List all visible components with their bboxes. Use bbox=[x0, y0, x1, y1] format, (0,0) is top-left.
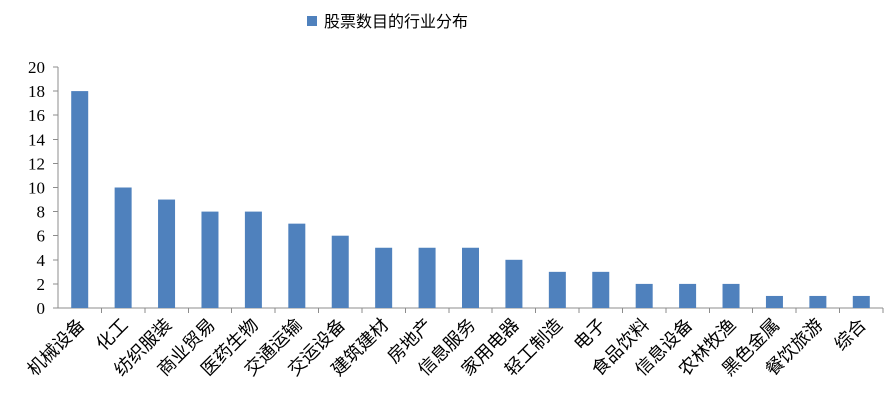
bar bbox=[288, 223, 306, 308]
bar bbox=[505, 259, 523, 308]
y-tick-label: 20 bbox=[28, 58, 45, 77]
bar bbox=[71, 91, 89, 308]
y-axis: 0 2 4 6 8 10 12 14 16 18 20 bbox=[28, 58, 59, 318]
bar bbox=[679, 283, 697, 308]
y-tick-label: 0 bbox=[37, 299, 46, 318]
bar bbox=[201, 211, 219, 308]
bars-layer bbox=[71, 91, 870, 308]
x-tick-label: 综合 bbox=[831, 315, 871, 355]
y-tick-label: 6 bbox=[37, 227, 46, 246]
bar bbox=[722, 283, 740, 308]
y-tick-label: 2 bbox=[37, 275, 46, 294]
legend: 股票数目的行业分布 bbox=[307, 12, 468, 31]
bar bbox=[462, 247, 479, 308]
y-tick-label: 10 bbox=[28, 179, 45, 198]
bar bbox=[548, 271, 566, 308]
y-tick-label: 14 bbox=[28, 130, 46, 149]
bar bbox=[809, 295, 827, 308]
y-tick-label: 12 bbox=[28, 154, 45, 173]
y-tick-label: 16 bbox=[28, 106, 45, 125]
legend-swatch bbox=[307, 16, 317, 26]
bar bbox=[765, 295, 783, 308]
bar bbox=[852, 295, 870, 308]
bar bbox=[375, 247, 393, 308]
bar bbox=[158, 199, 176, 308]
bar bbox=[418, 247, 436, 308]
y-tick-label: 4 bbox=[37, 251, 46, 270]
y-tick-label: 18 bbox=[28, 82, 45, 101]
legend-label: 股票数目的行业分布 bbox=[324, 12, 468, 31]
x-labels-layer: 机械设备 化工纺织服装商业贸易医药生物交通运输交运设备建筑建材房地产信息服务家用电… bbox=[23, 315, 870, 381]
y-tick-label: 8 bbox=[37, 203, 46, 222]
bar bbox=[114, 187, 132, 308]
bar bbox=[331, 235, 349, 308]
bar bbox=[635, 283, 653, 308]
bar bbox=[592, 271, 610, 308]
x-tick-label: 机械设备 bbox=[23, 315, 89, 381]
x-axis bbox=[58, 307, 884, 313]
bar bbox=[244, 211, 262, 308]
